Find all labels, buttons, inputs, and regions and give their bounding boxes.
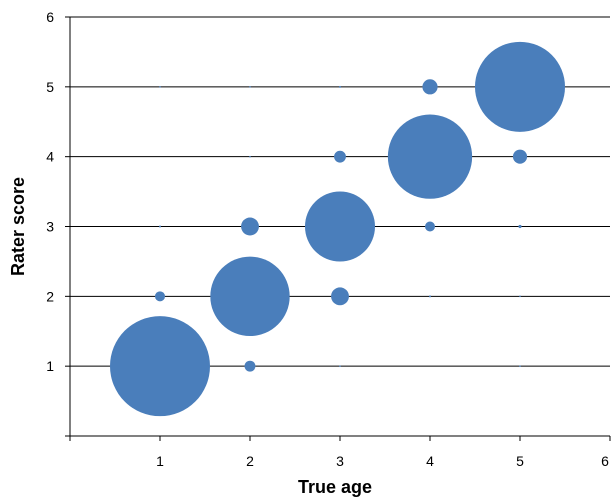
y-axis-title: Rater score <box>8 177 28 276</box>
bubble-series <box>110 41 565 417</box>
bubble-point <box>159 86 161 88</box>
bubble-point <box>422 79 438 95</box>
bubble-point <box>334 150 346 163</box>
axes <box>65 16 611 441</box>
x-tick-label: 6 <box>601 453 609 469</box>
bubble-point <box>244 360 256 372</box>
bubble-point <box>519 295 521 298</box>
tick-labels: 1 2 3 4 5 6 1 2 3 4 5 6 <box>46 9 609 469</box>
x-tick-label: 4 <box>426 453 434 469</box>
bubble-point <box>249 86 251 88</box>
bubble-point <box>339 85 341 88</box>
bubble-point <box>475 41 565 132</box>
bubble-point <box>512 149 528 164</box>
bubble-point <box>305 191 375 262</box>
bubble-point <box>155 291 165 302</box>
bubble-point <box>331 287 349 306</box>
y-tick-label: 6 <box>46 9 54 25</box>
x-tick-label: 5 <box>516 453 524 469</box>
bubble-point <box>110 316 210 417</box>
bubble-point <box>249 155 251 158</box>
x-tick-label: 2 <box>246 453 254 469</box>
y-tick-label: 3 <box>46 219 54 235</box>
x-axis-title: True age <box>298 477 372 497</box>
bubble-point <box>339 365 341 367</box>
y-tick-label: 2 <box>46 288 54 304</box>
y-tick-label: 5 <box>46 79 54 95</box>
y-tick-label: 4 <box>46 149 54 165</box>
y-tick-label: 1 <box>46 358 54 374</box>
bubble-point <box>241 217 259 236</box>
bubble-point <box>159 225 161 228</box>
bubble-point <box>387 114 473 199</box>
bubble-point <box>429 295 431 298</box>
bubble-point <box>519 365 521 367</box>
bubble-point <box>518 224 522 229</box>
bubble-point <box>425 221 435 232</box>
x-tick-label: 3 <box>336 453 344 469</box>
x-tick-label: 1 <box>156 453 164 469</box>
bubble-point <box>210 256 290 337</box>
